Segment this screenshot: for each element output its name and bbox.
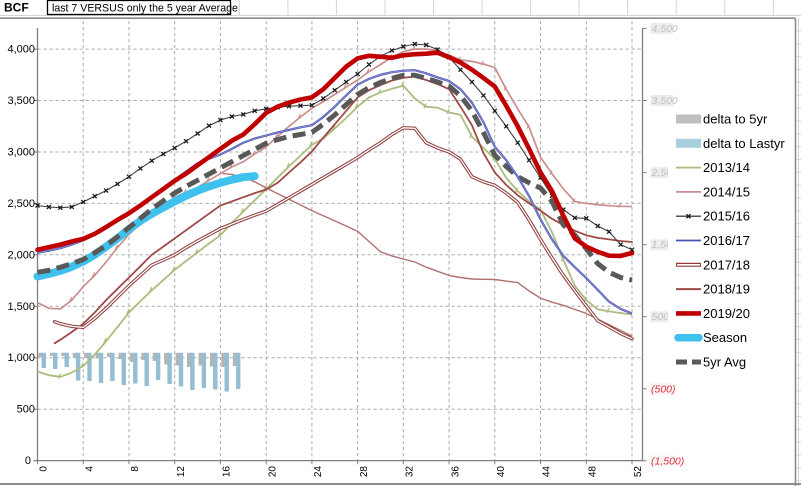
svg-text:2017/18: 2017/18 — [703, 257, 750, 272]
svg-text:3,500: 3,500 — [7, 95, 35, 107]
svg-text:(1,500): (1,500) — [651, 455, 684, 467]
svg-text:1,500: 1,500 — [7, 301, 35, 313]
svg-text:3,500: 3,500 — [652, 95, 678, 107]
svg-text:Season: Season — [703, 330, 747, 345]
svg-text:4: 4 — [84, 466, 95, 472]
svg-text:(500): (500) — [651, 383, 676, 395]
svg-text:delta to Lastyr: delta to Lastyr — [703, 136, 785, 151]
svg-text:2,500: 2,500 — [7, 198, 35, 210]
svg-text:2015/16: 2015/16 — [703, 209, 750, 224]
svg-text:2016/17: 2016/17 — [703, 233, 750, 248]
svg-text:8: 8 — [130, 466, 141, 472]
svg-text:500: 500 — [652, 311, 670, 323]
svg-text:2013/14: 2013/14 — [703, 160, 750, 175]
svg-text:36: 36 — [450, 466, 461, 478]
svg-text:32: 32 — [405, 466, 416, 478]
svg-text:4,000: 4,000 — [7, 44, 35, 56]
svg-text:500: 500 — [17, 404, 35, 416]
svg-text:2014/15: 2014/15 — [703, 184, 750, 199]
svg-text:44: 44 — [542, 466, 553, 478]
svg-text:16: 16 — [222, 466, 233, 478]
svg-text:delta to 5yr: delta to 5yr — [703, 112, 768, 127]
svg-text:52: 52 — [633, 466, 644, 478]
svg-text:2019/20: 2019/20 — [703, 306, 750, 321]
svg-text:BCF: BCF — [4, 1, 29, 15]
svg-text:12: 12 — [176, 466, 187, 478]
svg-text:5yr Avg: 5yr Avg — [703, 355, 746, 370]
svg-text:24: 24 — [313, 466, 324, 478]
svg-text:48: 48 — [588, 466, 599, 478]
svg-text:40: 40 — [496, 466, 507, 478]
svg-text:20: 20 — [267, 466, 278, 478]
svg-text:0: 0 — [25, 455, 31, 467]
svg-text:2,000: 2,000 — [7, 249, 35, 261]
svg-text:1,000: 1,000 — [7, 352, 35, 364]
svg-text:28: 28 — [359, 466, 370, 478]
svg-text:0: 0 — [39, 466, 50, 472]
svg-text:3,000: 3,000 — [7, 147, 35, 159]
svg-text:last 7 VERSUS only the 5 year: last 7 VERSUS only the 5 year Average — [52, 3, 238, 15]
svg-text:4,500: 4,500 — [652, 23, 678, 35]
svg-text:2018/19: 2018/19 — [703, 282, 750, 297]
